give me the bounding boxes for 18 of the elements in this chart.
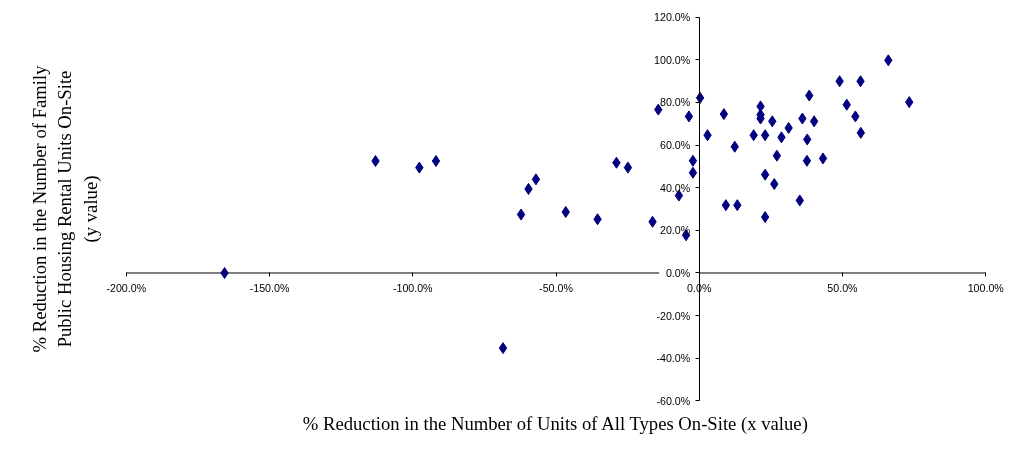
x-tick-label: -100.0% bbox=[392, 281, 434, 294]
y-tick-label: 120.0% bbox=[654, 11, 691, 24]
y-tick-label: 20.0% bbox=[660, 224, 691, 237]
y-tick-label: 0.0% bbox=[665, 266, 691, 279]
y-tick-label: 100.0% bbox=[654, 53, 691, 66]
y-tick-label: 80.0% bbox=[660, 96, 691, 109]
x-tick-label: 50.0% bbox=[827, 281, 859, 294]
y-tick-label: -60.0% bbox=[656, 394, 691, 407]
y-tick-label: 60.0% bbox=[660, 139, 691, 152]
y-tick-label: -20.0% bbox=[656, 309, 691, 322]
x-tick-label: -150.0% bbox=[249, 281, 290, 294]
x-axis-title: % Reduction in the Number of Units of All Types On-Site (x value) bbox=[302, 412, 808, 435]
x-tick-label: -200.0% bbox=[106, 281, 147, 294]
x-tick-label: -50.0% bbox=[539, 281, 574, 294]
y-tick-label: -40.0% bbox=[656, 352, 691, 365]
x-tick-label: 100.0% bbox=[967, 281, 1005, 294]
y-axis-title: % Reduction in the Number of Family Public Housing Rental Units On-Site (y value) bbox=[29, 64, 102, 353]
y-tick-label: 40.0% bbox=[660, 181, 691, 194]
